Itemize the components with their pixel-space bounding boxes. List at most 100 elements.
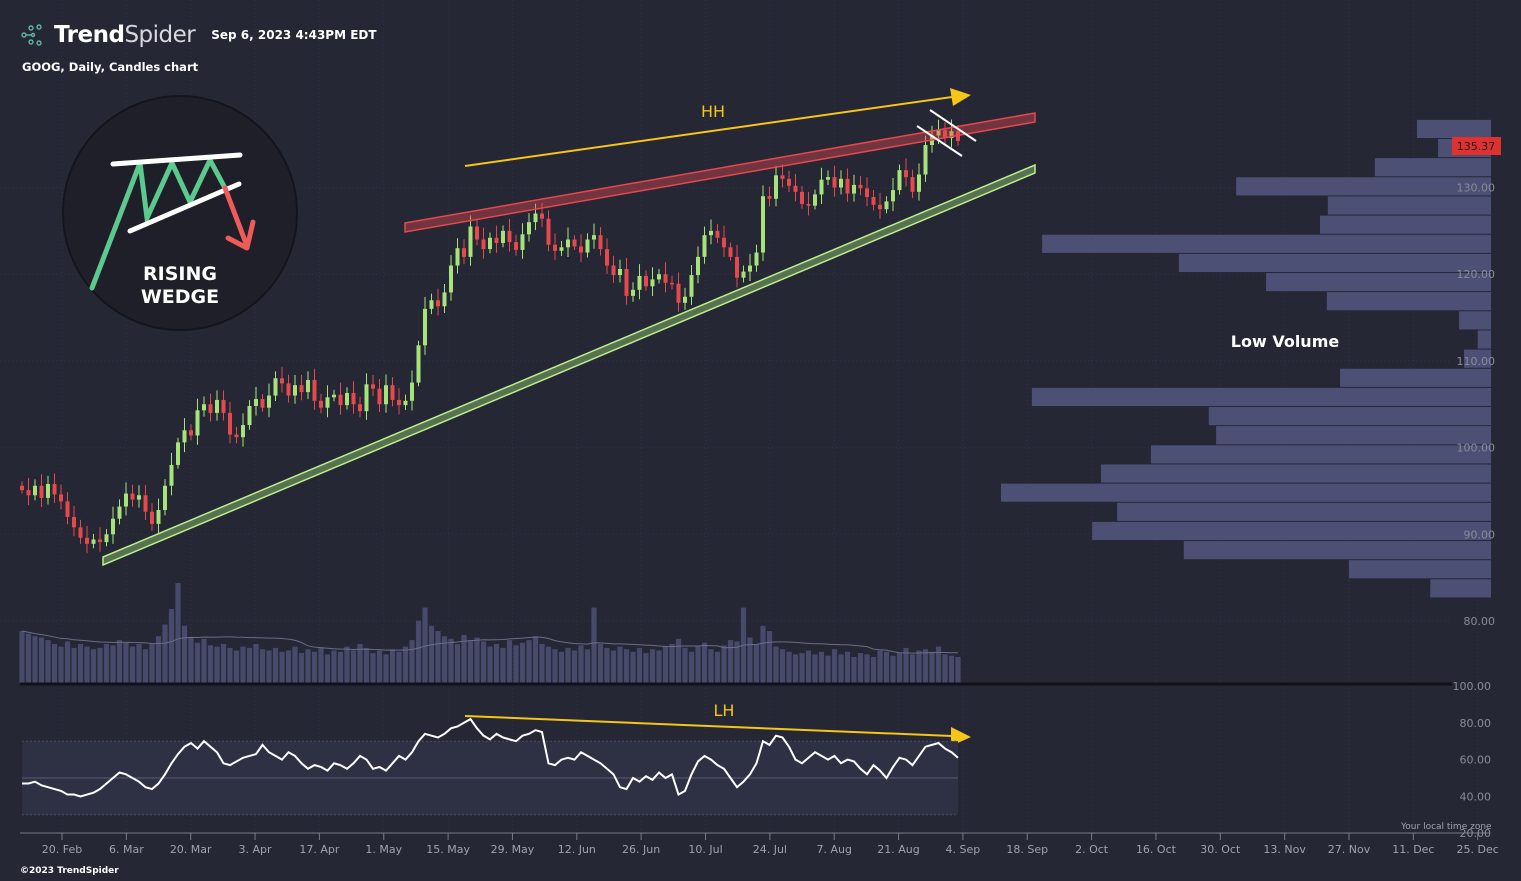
- candle-body: [202, 404, 206, 411]
- candle-body: [59, 494, 63, 502]
- candle: [585, 233, 590, 258]
- candle-body: [540, 213, 544, 219]
- volume-bar: [708, 649, 714, 683]
- candle: [351, 381, 356, 414]
- candle: [65, 492, 70, 525]
- volume-bar: [838, 654, 844, 683]
- volume-bar: [272, 647, 279, 683]
- x-tick-label: 27. Nov: [1328, 843, 1371, 856]
- candle: [735, 244, 739, 288]
- candle-body: [299, 385, 304, 393]
- candle: [657, 269, 661, 284]
- hh-label: HH: [701, 102, 725, 121]
- x-tick-label: 30. Oct: [1200, 843, 1241, 856]
- candle: [46, 475, 50, 505]
- volume-bar: [870, 657, 877, 683]
- candle-body: [176, 442, 180, 465]
- candle: [189, 424, 193, 441]
- volume-bar: [175, 582, 181, 683]
- volume-bar: [675, 638, 682, 683]
- candle-body: [871, 197, 876, 205]
- candle: [618, 259, 622, 283]
- candle-body: [306, 379, 310, 393]
- candle-body: [52, 484, 57, 495]
- candle-body: [579, 246, 583, 253]
- volume-bar: [591, 607, 597, 683]
- candle-body: [644, 275, 648, 287]
- candle: [865, 177, 869, 207]
- candle: [403, 394, 408, 411]
- candle-body: [923, 145, 928, 175]
- rsi-tick-label: 40.00: [1460, 790, 1492, 803]
- candle: [845, 168, 850, 202]
- candle-body: [247, 405, 252, 426]
- lh-label: LH: [714, 701, 735, 720]
- candle-body: [709, 230, 713, 236]
- volume-bar: [500, 647, 506, 683]
- candle-body: [735, 256, 739, 278]
- candle-body: [325, 397, 330, 408]
- candle: [423, 296, 427, 355]
- volume-bar: [493, 644, 500, 683]
- x-tick-label: 13. Nov: [1263, 843, 1306, 856]
- candle-body: [182, 430, 187, 443]
- candle: [754, 244, 759, 272]
- candle-body: [416, 345, 421, 383]
- candle: [39, 474, 44, 508]
- candle: [280, 366, 284, 393]
- candle: [683, 287, 687, 310]
- volume-bar: [487, 646, 493, 683]
- price-tick-label: 100.00: [1457, 442, 1496, 455]
- candle-body: [891, 190, 895, 202]
- candle: [143, 484, 148, 521]
- candle: [176, 437, 180, 469]
- candle-body: [696, 256, 700, 276]
- candle: [897, 164, 902, 195]
- volume-profile-bar: [1031, 387, 1491, 407]
- volume-profile-bar: [1042, 234, 1491, 253]
- candle: [819, 167, 824, 205]
- candle-body: [800, 191, 804, 204]
- x-tick-label: 20. Feb: [42, 843, 82, 856]
- candle-body: [449, 265, 453, 293]
- candle-body: [949, 131, 954, 139]
- x-tick-label: 25. Dec: [1457, 843, 1499, 856]
- candle: [904, 158, 908, 187]
- candle: [117, 499, 122, 525]
- volume-bar: [97, 647, 103, 683]
- volume-bar: [168, 608, 175, 683]
- candle-body: [767, 196, 772, 199]
- candle: [325, 385, 330, 418]
- candle: [228, 402, 232, 444]
- candle-body: [917, 174, 921, 192]
- candle-body: [488, 237, 492, 250]
- candle-body: [806, 203, 811, 206]
- volume-bar: [357, 644, 363, 683]
- x-tick-label: 2. Oct: [1075, 843, 1109, 856]
- candle-body: [858, 184, 863, 189]
- candle-body: [91, 539, 96, 544]
- resistance-trendline: [404, 112, 1036, 233]
- trendlines[interactable]: [102, 88, 1036, 746]
- volume-bar: [71, 647, 77, 683]
- candle-body: [878, 204, 882, 210]
- last-price-value: 135.37: [1457, 140, 1496, 153]
- volume-bar: [844, 651, 851, 683]
- candle: [468, 215, 473, 266]
- brand-light: Spider: [124, 22, 196, 48]
- candle: [787, 171, 791, 193]
- volume-bar: [539, 644, 545, 683]
- volume-profile: [1001, 119, 1491, 598]
- timezone-note[interactable]: Your local time zone: [1401, 822, 1492, 832]
- volume-bar: [480, 641, 487, 683]
- candle-body: [351, 392, 356, 405]
- timestamp: Sep 6, 2023 4:43PM EDT: [211, 28, 377, 42]
- candle: [345, 387, 349, 410]
- volume-profile-bar: [1117, 502, 1491, 521]
- candle-body: [117, 506, 122, 519]
- volume-bar: [90, 649, 97, 683]
- volume-bar: [890, 655, 896, 683]
- volume-bar: [363, 647, 370, 683]
- candle-body: [936, 130, 941, 136]
